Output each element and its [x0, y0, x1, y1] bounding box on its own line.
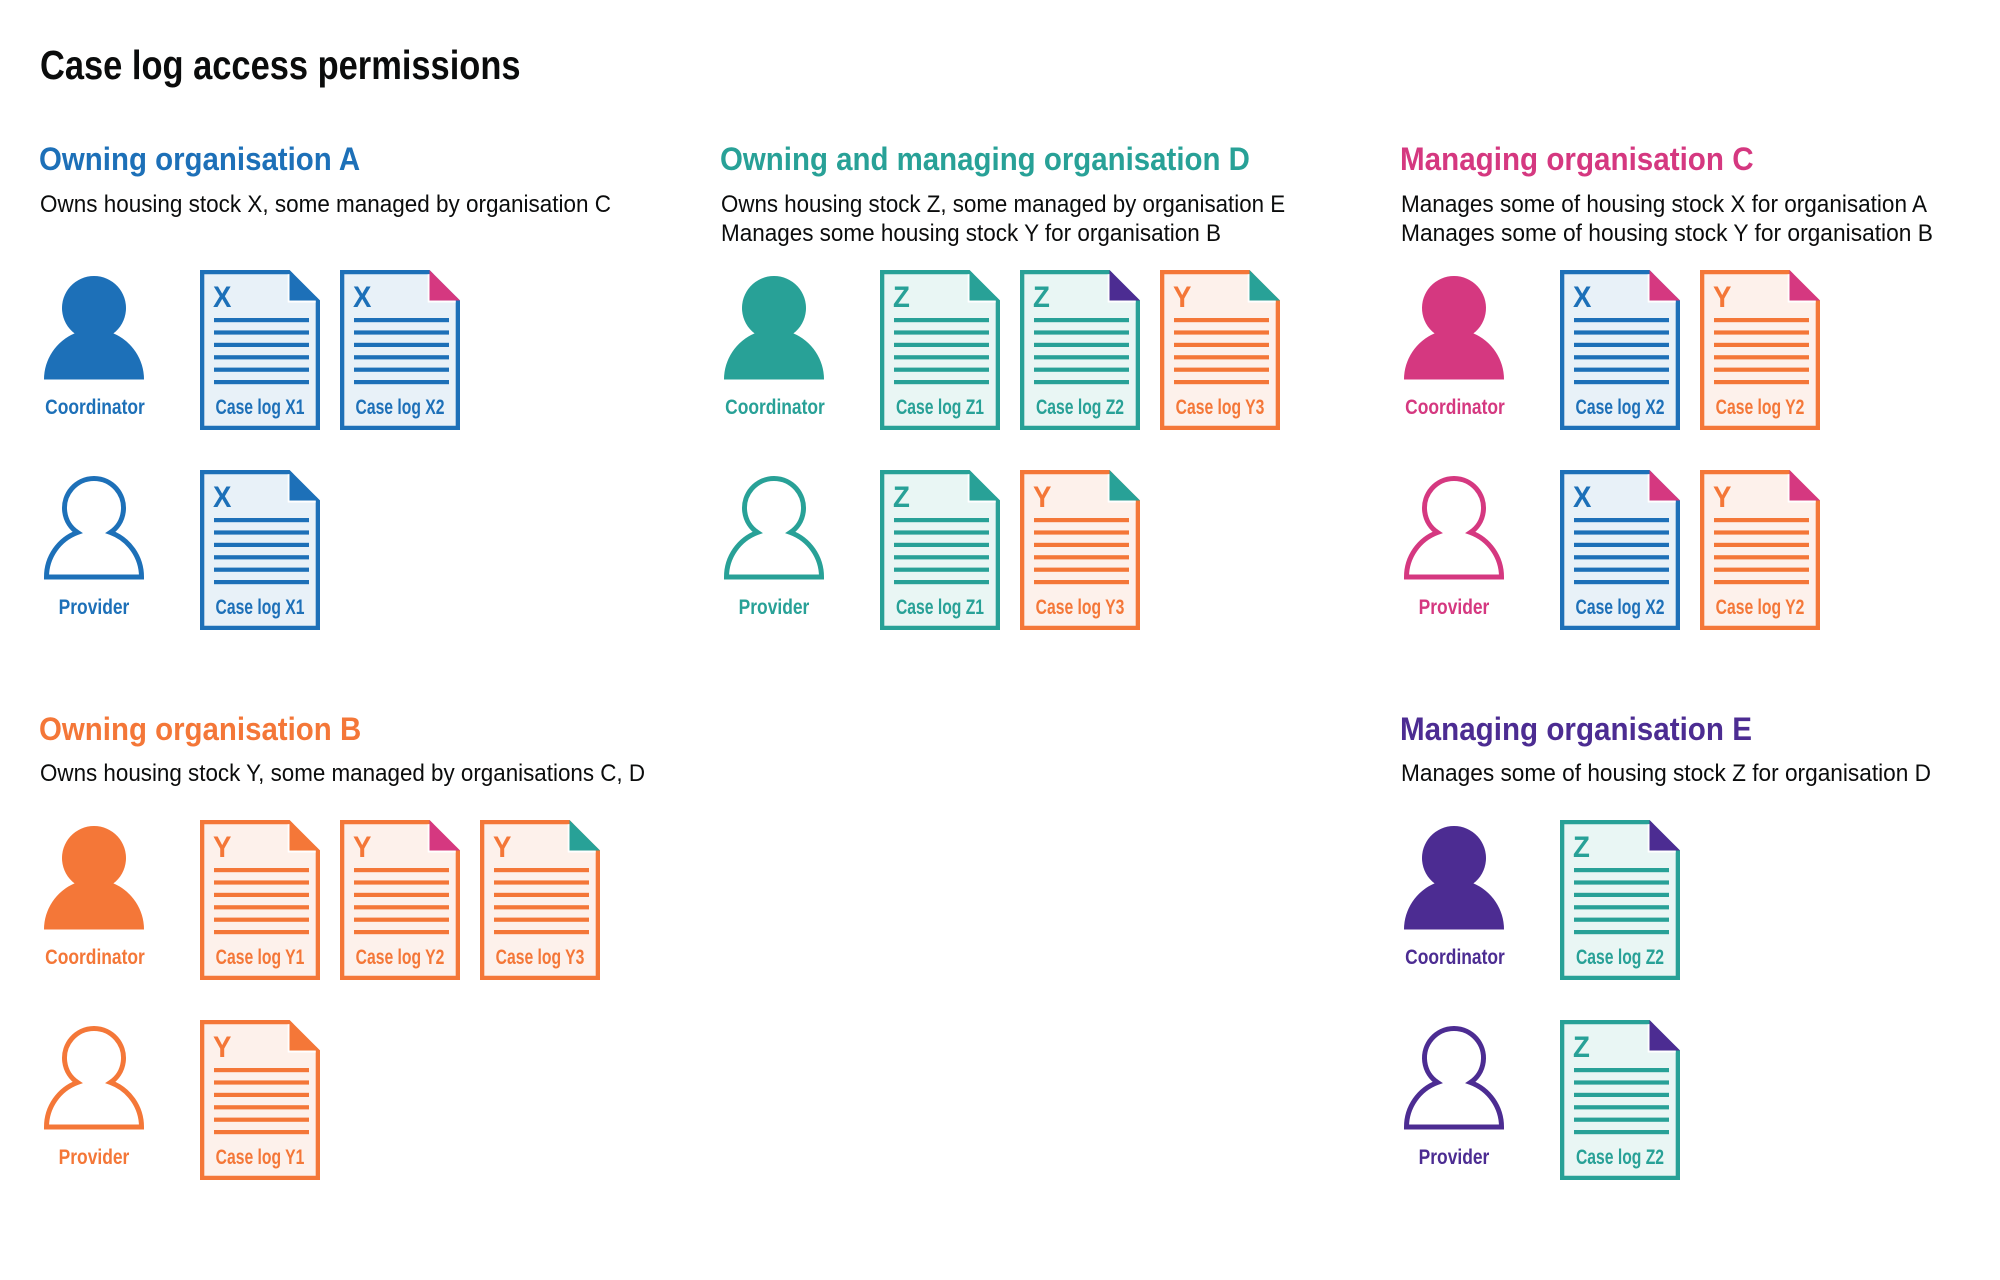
svg-text:Case log Y1: Case log Y1 — [216, 1145, 305, 1169]
svg-text:Case log X1: Case log X1 — [216, 595, 305, 619]
svg-text:X: X — [1573, 481, 1591, 514]
svg-text:Case log Y3: Case log Y3 — [1036, 595, 1125, 619]
svg-text:Case log Z2: Case log Z2 — [1576, 1145, 1664, 1169]
svg-text:Z: Z — [1573, 1031, 1590, 1064]
svg-text:Case log X2: Case log X2 — [1576, 595, 1665, 619]
svg-text:Y: Y — [493, 831, 511, 864]
svg-text:Case log Z1: Case log Z1 — [896, 595, 984, 619]
svg-text:X: X — [1573, 281, 1591, 314]
svg-text:Case log Y2: Case log Y2 — [356, 945, 445, 969]
svg-text:X: X — [213, 481, 231, 514]
svg-text:Z: Z — [1033, 281, 1050, 314]
svg-text:Z: Z — [1573, 831, 1590, 864]
svg-text:Y: Y — [213, 1031, 231, 1064]
svg-text:Y: Y — [1713, 481, 1731, 514]
svg-text:Y: Y — [213, 831, 231, 864]
svg-text:Y: Y — [1173, 281, 1191, 314]
svg-text:Y: Y — [1713, 281, 1731, 314]
svg-text:Case log Y3: Case log Y3 — [1176, 395, 1265, 419]
svg-text:Case log Z2: Case log Z2 — [1036, 395, 1124, 419]
svg-text:Case log X2: Case log X2 — [356, 395, 445, 419]
svg-text:Case log X1: Case log X1 — [216, 395, 305, 419]
svg-text:Case log Y3: Case log Y3 — [496, 945, 585, 969]
svg-text:Y: Y — [353, 831, 371, 864]
svg-text:Case log Y2: Case log Y2 — [1716, 595, 1805, 619]
svg-text:Case log Z1: Case log Z1 — [896, 395, 984, 419]
svg-text:Case log X2: Case log X2 — [1576, 395, 1665, 419]
svg-text:Case log Y2: Case log Y2 — [1716, 395, 1805, 419]
svg-text:X: X — [213, 281, 231, 314]
svg-text:Y: Y — [1033, 481, 1051, 514]
svg-text:Z: Z — [893, 281, 910, 314]
svg-text:Case log Y1: Case log Y1 — [216, 945, 305, 969]
svg-text:Case log Z2: Case log Z2 — [1576, 945, 1664, 969]
svg-text:X: X — [353, 281, 371, 314]
svg-text:Z: Z — [893, 481, 910, 514]
